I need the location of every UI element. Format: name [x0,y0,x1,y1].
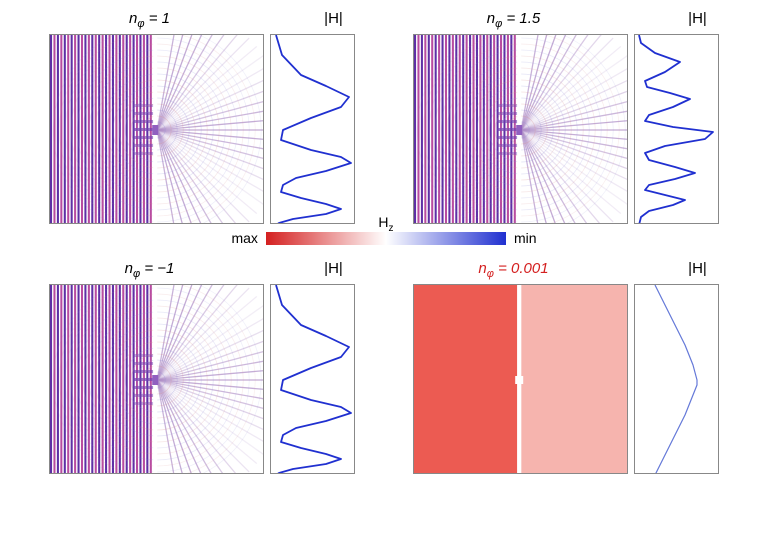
colorbar-title: Hz [378,214,393,234]
panel-3-profile-svg [271,285,355,474]
panel-4-field-svg [414,285,628,474]
panel-1-field-svg [50,35,264,224]
panel-4-title: nφ = 0.001 [392,260,655,280]
panel-4-profile-svg [635,285,719,474]
panel-2-field [413,34,628,224]
panel-3-field [49,284,264,474]
panel-3-title: nφ = −1 [28,260,291,280]
panel-4-field [413,284,628,474]
panel-2-title: nφ = 1.5 [392,10,655,30]
panel-3-profile [270,284,355,474]
panel-4-nphi: 0.001 [511,260,549,277]
colorbar-max-label: max [231,230,257,246]
colorbar-svg [266,232,506,245]
panel-2-profile-label: |H| [655,10,740,30]
panel-2-profile-svg [635,35,719,224]
panel-1-profile [270,34,355,224]
colorbar: Hz [266,232,506,245]
panel-1-profile-label: |H| [291,10,376,30]
colorbar-row: max Hz min [20,224,748,260]
panel-3: nφ = −1 |H| [20,260,384,474]
panel-2-nphi: 1.5 [519,10,540,27]
panel-1-nphi: 1 [162,10,170,27]
panel-3-field-svg [50,285,264,474]
panel-1-field [49,34,264,224]
panel-4: nφ = 0.001 |H| [384,260,748,474]
panel-2-profile [634,34,719,224]
panel-2: nφ = 1.5 |H| [384,10,748,224]
colorbar-min-label: min [514,230,537,246]
panel-3-nphi: −1 [157,260,174,277]
panel-4-profile [634,284,719,474]
panel-1-profile-svg [271,35,355,224]
panel-3-profile-label: |H| [291,260,376,280]
panel-4-profile-label: |H| [655,260,740,280]
panel-1-title: nφ = 1 [28,10,291,30]
panel-1: nφ = 1 |H| [20,10,384,224]
figure-grid: nφ = 1 |H| nφ = 1.5 |H| [0,0,768,484]
panel-2-field-svg [414,35,628,224]
